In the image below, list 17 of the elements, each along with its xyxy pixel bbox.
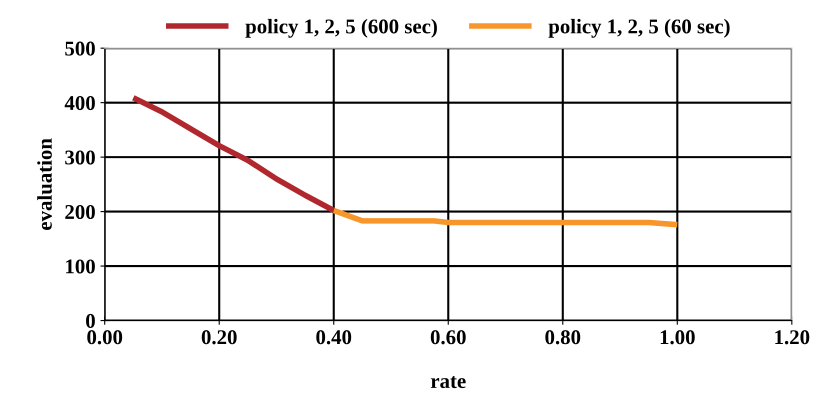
y-tick-label: 300 bbox=[65, 150, 95, 165]
x-axis-title: rate bbox=[430, 376, 466, 388]
x-tick-label: 0.80 bbox=[545, 330, 580, 344]
x-tick-label: 1.00 bbox=[660, 330, 695, 344]
y-tick-label: 500 bbox=[65, 42, 95, 56]
x-tick-label: 0.20 bbox=[202, 330, 237, 344]
x-tick-label: 1.20 bbox=[775, 330, 810, 344]
x-tick-label: 0.00 bbox=[87, 330, 122, 344]
y-axis-title: evaluation bbox=[37, 138, 52, 230]
y-tick-label: 100 bbox=[66, 259, 95, 274]
y-tick-label: 400 bbox=[64, 96, 95, 110]
x-tick-label: 0.60 bbox=[430, 330, 466, 344]
y-tick-label: 200 bbox=[65, 204, 95, 220]
legend-label: policy 1, 2, 5 (600 sec) bbox=[245, 18, 437, 38]
y-tick-label: 0 bbox=[86, 314, 95, 328]
legend-label: policy 1, 2, 5 (60 sec) bbox=[548, 18, 730, 38]
x-tick-label: 0.40 bbox=[316, 330, 352, 344]
